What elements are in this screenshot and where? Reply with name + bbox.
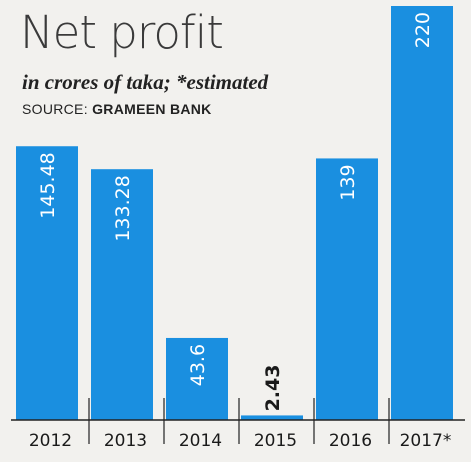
bar-2015 [241,415,303,420]
bar-2017* [391,6,453,420]
x-tick-label-2014: 2014 [179,431,222,451]
value-label-2012: 145.48 [37,152,59,218]
x-tick-label-2015: 2015 [254,431,297,451]
bar-2013 [91,169,153,420]
bars-group [16,6,453,420]
x-tick-label-2013: 2013 [104,431,147,451]
source-name: GRAMEEN BANK [92,101,212,117]
chart-subtitle: in crores of taka; *estimated [22,70,269,94]
chart-source: SOURCE: GRAMEEN BANK [22,101,212,117]
x-tick-label-2012: 2012 [29,431,72,451]
value-label-2015: 2.43 [262,365,284,412]
value-label-2014: 43.6 [187,344,209,386]
x-axis: 2012 2013 2014 2015 2016 2017* [11,398,465,451]
value-label-2017*: 220 [412,12,434,48]
chart-title: Net profit [20,6,224,59]
x-tick-label-2016: 2016 [329,431,372,451]
bar-2014 [166,337,228,420]
value-labels-group: 145.48 133.28 43.6 2.43 139 220 [37,12,434,411]
bar-2016 [316,158,378,420]
source-label: SOURCE: [22,101,88,117]
value-label-2016: 139 [337,164,359,200]
value-label-2013: 133.28 [112,175,134,241]
x-tick-label-2017*: 2017* [400,431,452,451]
bar-2012 [16,146,78,420]
